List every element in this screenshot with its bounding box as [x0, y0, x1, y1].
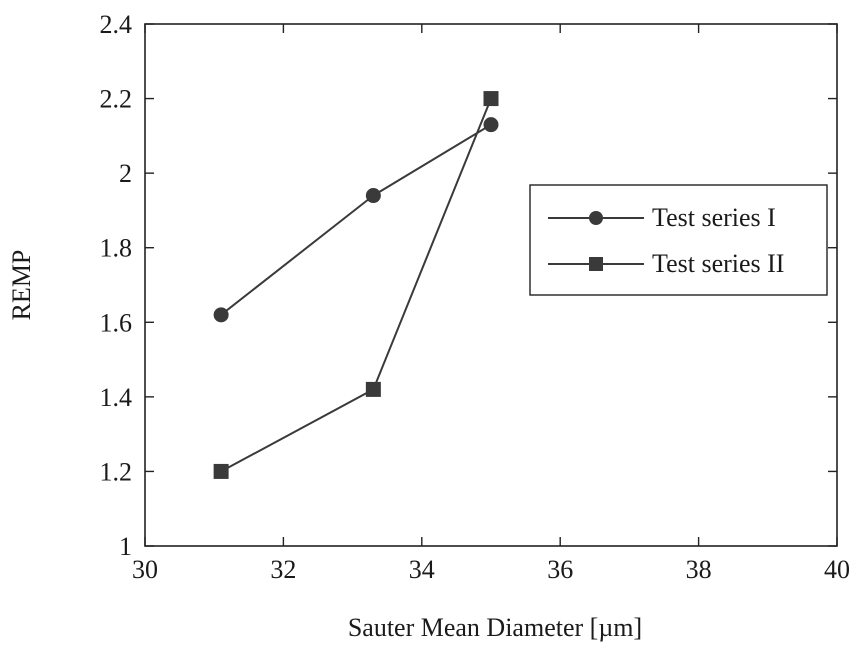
y-tick-label: 1.6: [100, 308, 133, 337]
legend: Test series I Test series II: [529, 184, 828, 296]
legend-marker-circle-series-1: [589, 211, 603, 225]
data-point-square: [213, 463, 229, 479]
series-layer: [213, 91, 499, 479]
x-tick-label: 30: [132, 555, 158, 584]
series-line-1: [220, 123, 492, 316]
legend-label-series-1: Test series I: [652, 203, 776, 232]
y-tick-label: 2: [119, 159, 132, 188]
data-point-circle: [483, 117, 499, 133]
plot-frame: [144, 23, 838, 547]
y-tick-label: 1: [119, 532, 132, 561]
legend-marker-square-series-2: [589, 257, 603, 271]
data-point-circle: [213, 307, 229, 323]
x-axis-title: Sauter Mean Diameter [µm]: [348, 613, 642, 642]
y-tick-label: 1.4: [100, 383, 133, 412]
data-point-circle: [365, 188, 381, 204]
x-tick-label: 32: [270, 555, 296, 584]
x-tick-label: 38: [686, 555, 712, 584]
y-axis-title: REMP: [7, 250, 36, 321]
x-axis-ticks: 30 32 34 36 38 40: [132, 24, 850, 584]
y-tick-label: 1.2: [100, 457, 133, 486]
x-tick-label: 34: [409, 555, 435, 584]
series-line-2: [220, 98, 492, 473]
y-tick-label: 1.8: [100, 234, 133, 263]
y-tick-label: 2.4: [100, 10, 133, 39]
data-point-square: [483, 91, 499, 107]
legend-label-series-2: Test series II: [652, 249, 784, 278]
x-tick-label: 40: [824, 555, 850, 584]
y-axis-ticks: 1 1.2 1.4 1.6 1.8 2 2.2 2.4: [100, 10, 837, 561]
x-tick-label: 36: [547, 555, 573, 584]
y-tick-label: 2.2: [100, 85, 133, 114]
legend-box: [529, 184, 828, 296]
data-point-square: [365, 381, 381, 397]
